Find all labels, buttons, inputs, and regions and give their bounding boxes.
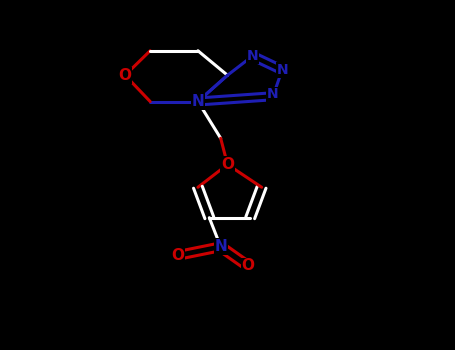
Text: N: N	[267, 88, 279, 102]
Text: N: N	[192, 94, 204, 109]
Text: N: N	[214, 239, 227, 254]
Text: O: O	[221, 157, 234, 172]
Text: N: N	[276, 63, 288, 77]
Text: O: O	[119, 68, 131, 83]
Text: N: N	[247, 49, 258, 63]
Text: O: O	[242, 259, 254, 273]
Text: O: O	[171, 248, 184, 263]
